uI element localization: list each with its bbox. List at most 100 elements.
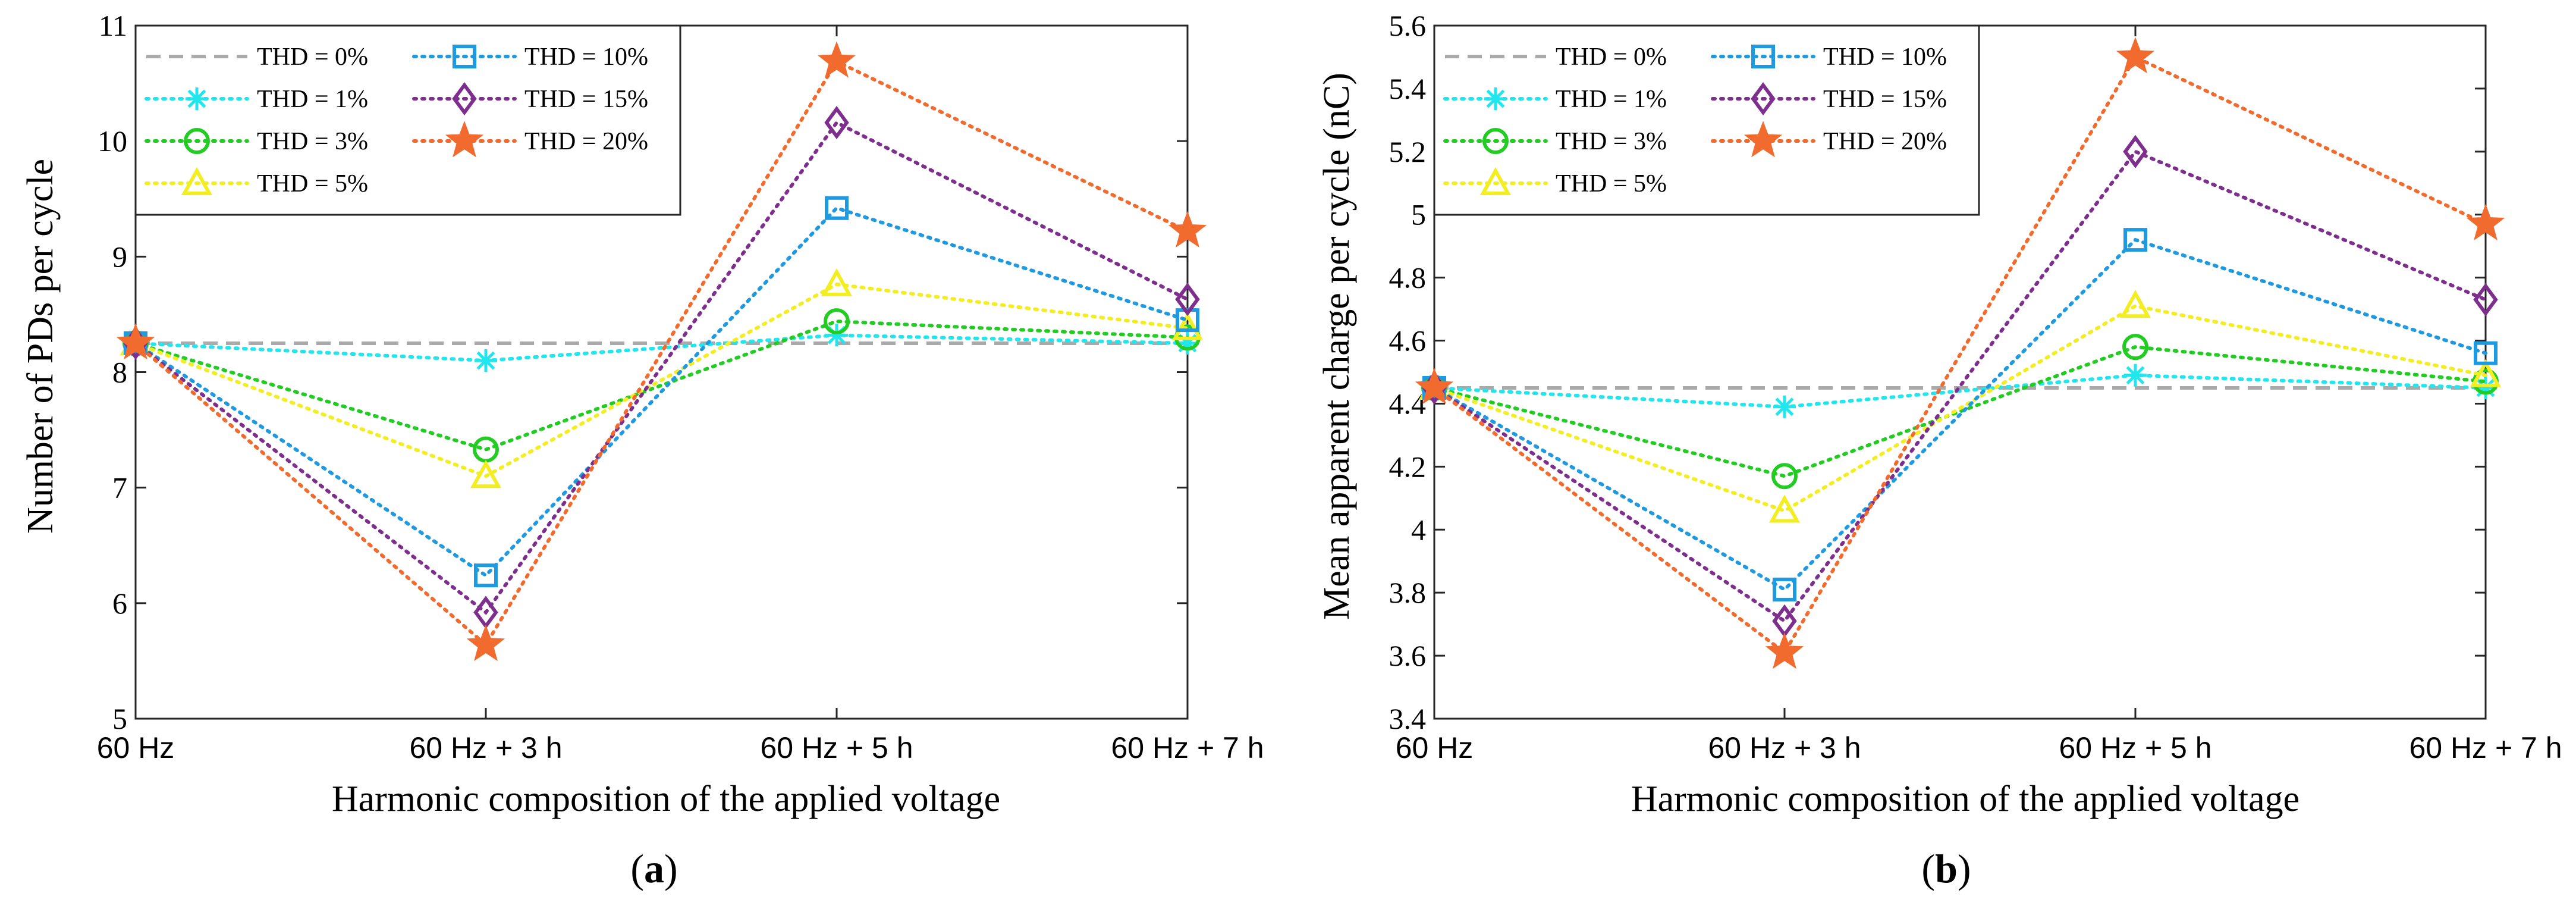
legend-marker-swatch: [184, 128, 210, 154]
y-tick-label: 4.4: [1389, 387, 1427, 420]
legend-item: THD = 5%: [144, 167, 368, 198]
data-point: [466, 624, 505, 662]
legend-item: THD = 15%: [1711, 82, 1947, 116]
legend-label: THD = 3%: [257, 128, 368, 155]
legend-item: THD = 3%: [144, 128, 368, 155]
chart-b-xlabel: Harmonic composition of the applied volt…: [1631, 779, 2299, 819]
x-tick-label: 60 Hz + 5 h: [760, 731, 913, 764]
x-tick-label: 60 Hz + 7 h: [1111, 731, 1264, 764]
data-point: [2122, 334, 2148, 361]
chart-b: Mean apparent charge per cycle (nC) Harm…: [1317, 9, 2562, 891]
y-tick-label: 3.4: [1389, 702, 1427, 735]
y-tick-label: 5: [1411, 198, 1426, 231]
data-point: [2470, 359, 2502, 387]
y-tick-label: 8: [112, 356, 127, 389]
data-point: [2123, 228, 2147, 252]
legend-label: THD = 20%: [1823, 128, 1947, 155]
x-tick-label: 60 Hz: [97, 731, 175, 764]
data-point: [1176, 331, 1199, 355]
series-line: [1432, 237, 2487, 592]
data-point: [1171, 312, 1204, 340]
legend-label: THD = 0%: [1556, 43, 1667, 71]
data-point: [1773, 577, 1796, 601]
legend-label: THD = 10%: [1823, 43, 1947, 71]
legend-marker-swatch: [1482, 128, 1509, 154]
legend-label: THD = 0%: [257, 43, 368, 71]
legend-label: THD = 1%: [1556, 86, 1667, 113]
data-point: [2466, 203, 2505, 241]
chart-a-ylabel: Number of PDs per cycle: [20, 159, 61, 534]
legend-marker-swatch: [1479, 167, 1512, 195]
legend: THD = 0% THD = 1% THD = 3% THD = 5% THD = 10…: [134, 24, 681, 216]
legend-marker-swatch: [445, 121, 484, 158]
series-line: [134, 120, 1189, 615]
data-point: [2474, 341, 2498, 365]
y-tick-label: 5.6: [1389, 9, 1427, 42]
data-point: [1765, 632, 1804, 669]
series-line: [134, 282, 1189, 478]
data-point: [475, 349, 497, 372]
legend-item: THD = 1%: [144, 86, 368, 113]
x-tick-label: 60 Hz + 7 h: [2409, 731, 2562, 764]
y-tick-label: 10: [98, 124, 127, 158]
legend-label: THD = 10%: [524, 43, 648, 71]
y-tick-label: 3.6: [1389, 639, 1427, 672]
data-point: [1768, 494, 1801, 523]
x-tick-label: 60 Hz: [1396, 731, 1474, 764]
data-point: [2116, 37, 2155, 74]
data-point: [116, 323, 155, 360]
chart-b-caption: (b): [1921, 846, 1971, 891]
series-line: [134, 333, 1189, 363]
x-tick-label: 60 Hz + 3 h: [1708, 731, 1861, 764]
y-tick-label: 4.6: [1389, 324, 1427, 358]
data-point: [1415, 368, 1454, 405]
data-point: [2473, 283, 2498, 317]
legend-marker-swatch: [1751, 82, 1776, 116]
legend-item: THD = 10%: [412, 43, 648, 71]
series-3pct: [1421, 334, 2499, 490]
y-tick-label: 5.2: [1389, 135, 1427, 168]
data-point: [824, 308, 850, 335]
legend-item: THD = 0%: [1445, 43, 1667, 71]
legend-marker-swatch: [181, 167, 213, 195]
data-point: [1168, 211, 1207, 248]
data-point: [470, 460, 502, 488]
data-point: [1771, 463, 1798, 490]
data-point: [1176, 308, 1199, 333]
y-tick-label: 4.8: [1389, 261, 1427, 294]
y-tick-label: 9: [112, 240, 127, 273]
legend-marker-swatch: [1484, 87, 1507, 110]
data-point: [817, 41, 856, 78]
legend-label: THD = 5%: [1556, 170, 1667, 198]
y-tick-label: 4: [1411, 513, 1426, 546]
legend-label: THD = 15%: [524, 86, 648, 113]
data-point: [1175, 283, 1200, 317]
legend-marker-swatch: [1743, 121, 1783, 158]
x-tick-label: 60 Hz + 3 h: [409, 731, 562, 764]
legend-marker-swatch: [452, 82, 477, 116]
legend: THD = 0% THD = 1% THD = 3% THD = 5% THD = 10…: [1433, 24, 1980, 216]
chart-a-caption-letter: a: [644, 846, 664, 891]
chart-a: Number of PDs per cycle Harmonic composi…: [20, 9, 1264, 891]
chart-a-xlabel: Harmonic composition of the applied volt…: [332, 779, 1000, 819]
series-5pct: [120, 268, 1204, 488]
chart-b-ylabel: Mean apparent charge per cycle (nC): [1317, 73, 1357, 620]
series-line: [1432, 55, 2487, 656]
series-line: [134, 319, 1189, 452]
series-10pct: [1422, 228, 2498, 601]
data-point: [2124, 364, 2147, 387]
data-point: [2474, 376, 2497, 399]
series-line: [1432, 304, 2487, 513]
data-point: [825, 196, 849, 220]
data-point: [824, 106, 849, 140]
series-3pct: [122, 308, 1201, 463]
legend-label: THD = 15%: [1823, 86, 1947, 113]
legend-label: THD = 5%: [257, 170, 368, 198]
legend-marker-swatch: [186, 87, 208, 110]
data-point: [2123, 134, 2148, 168]
y-tick-label: 5: [112, 702, 127, 735]
y-tick-label: 11: [99, 9, 127, 42]
series-10pct: [124, 196, 1199, 588]
series-line: [134, 59, 1189, 648]
